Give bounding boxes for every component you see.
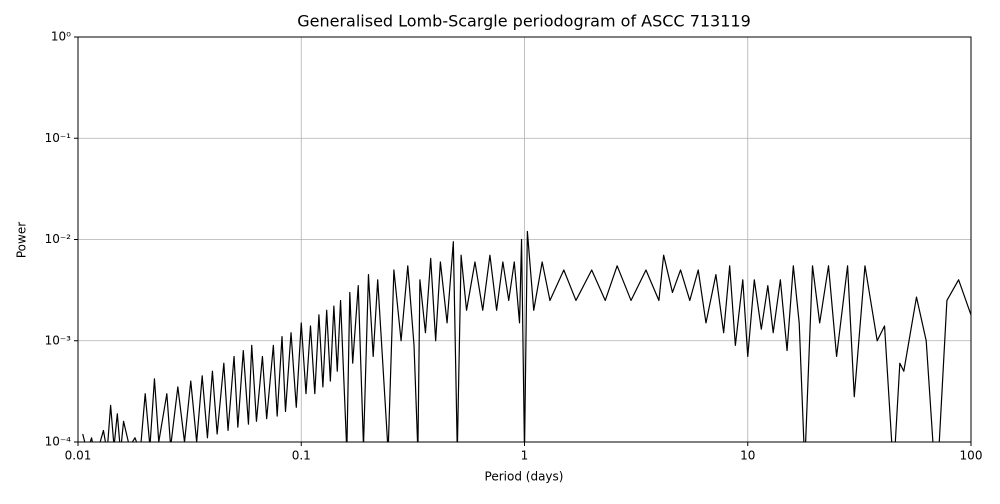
chart-title: Generalised Lomb-Scargle periodogram of … <box>297 12 751 31</box>
plot-area <box>82 230 971 442</box>
y-tick-label: 10⁻⁴ <box>45 435 72 449</box>
y-tick-label: 10⁰ <box>51 30 71 44</box>
x-axis-label: Period (days) <box>485 470 564 484</box>
y-tick-label: 10⁻³ <box>45 333 72 347</box>
x-tick-label: 1 <box>521 449 529 463</box>
y-tick-label: 10⁻² <box>45 232 72 246</box>
y-axis-label: Power <box>15 222 29 258</box>
x-tick-label: 0.1 <box>292 449 311 463</box>
x-tick-label: 0.01 <box>65 449 92 463</box>
ticks: 0.01 0.1 1 10 100 10⁻⁴ 10⁻³ 10⁻² 10⁻¹ 10⁰ <box>45 30 983 463</box>
x-tick-label: 100 <box>960 449 983 463</box>
y-tick-label: 10⁻¹ <box>45 131 72 145</box>
series-line <box>82 230 971 442</box>
x-tick-label: 10 <box>740 449 755 463</box>
